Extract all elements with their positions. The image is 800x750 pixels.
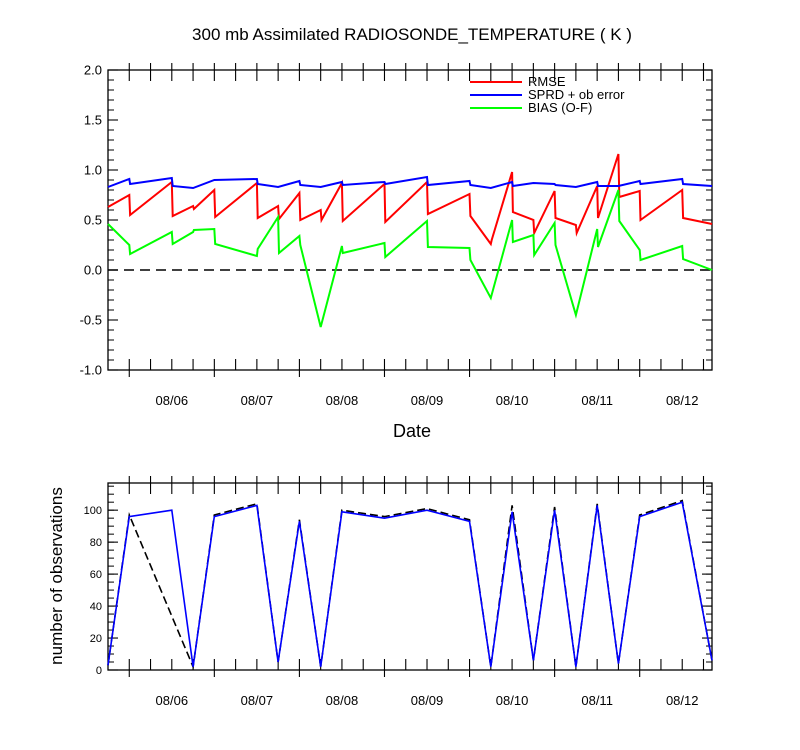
bottom-plot-frame bbox=[107, 482, 713, 671]
top-plot-frame bbox=[107, 69, 713, 371]
top-y-tick-label: -1.0 bbox=[80, 363, 102, 378]
bottom-x-tick-label: 08/09 bbox=[411, 693, 444, 708]
top-y-tick-label: 1.0 bbox=[84, 163, 102, 178]
bottom-x-tick-label: 08/07 bbox=[241, 693, 274, 708]
top-x-tick-label: 08/06 bbox=[156, 393, 189, 408]
top-series-bias-o-f bbox=[107, 189, 713, 328]
top-chart-title: 300 mb Assimilated RADIOSONDE_TEMPERATUR… bbox=[192, 25, 632, 44]
top-series-sprd-ob-error bbox=[107, 175, 713, 190]
top-chart: -1.0 -0.5 0.0 0.5 1.0 1.5 2.0 08/06 08/07 08/08 08… bbox=[80, 63, 713, 408]
bottom-chart-y-label: number of observations bbox=[47, 487, 66, 665]
top-series-rmse bbox=[107, 153, 713, 247]
bottom-series-observations-assimilated bbox=[107, 501, 713, 667]
bottom-y-tick-label: 0 bbox=[96, 665, 102, 677]
top-x-tick-label: 08/11 bbox=[581, 393, 613, 408]
legend-label: RMSE bbox=[528, 74, 566, 89]
top-y-tick-label: 2.0 bbox=[84, 63, 102, 78]
top-y-tick-label: -0.5 bbox=[80, 313, 102, 328]
top-x-tick-label: 08/12 bbox=[666, 393, 699, 408]
top-y-tick-label: 1.5 bbox=[84, 113, 102, 128]
bottom-x-tick-label: 08/06 bbox=[156, 693, 189, 708]
top-x-tick-label: 08/09 bbox=[411, 393, 444, 408]
bottom-y-tick-label: 20 bbox=[90, 633, 102, 645]
bottom-x-tick-label: 08/10 bbox=[496, 693, 529, 708]
bottom-y-tick-label: 40 bbox=[90, 601, 102, 613]
top-y-tick-label: 0.5 bbox=[84, 213, 102, 228]
bottom-y-tick-label: 100 bbox=[84, 505, 102, 517]
bottom-chart: 0 20 40 60 80 100 08/06 08/07 08/08 08/09 08/10 08/… bbox=[84, 476, 713, 708]
top-y-tick-label: 0.0 bbox=[84, 263, 102, 278]
bottom-x-tick-label: 08/08 bbox=[326, 693, 359, 708]
top-chart-x-label: Date bbox=[393, 421, 431, 441]
bottom-x-tick-label: 08/12 bbox=[666, 693, 699, 708]
legend-label: BIAS (O-F) bbox=[528, 100, 592, 115]
bottom-y-tick-label: 80 bbox=[90, 537, 102, 549]
top-x-tick-label: 08/10 bbox=[496, 393, 529, 408]
top-x-tick-label: 08/08 bbox=[326, 393, 359, 408]
bottom-x-tick-label: 08/11 bbox=[581, 693, 613, 708]
bottom-y-tick-label: 60 bbox=[90, 569, 102, 581]
top-x-tick-label: 08/07 bbox=[241, 393, 274, 408]
legend-label: SPRD + ob error bbox=[528, 87, 625, 102]
